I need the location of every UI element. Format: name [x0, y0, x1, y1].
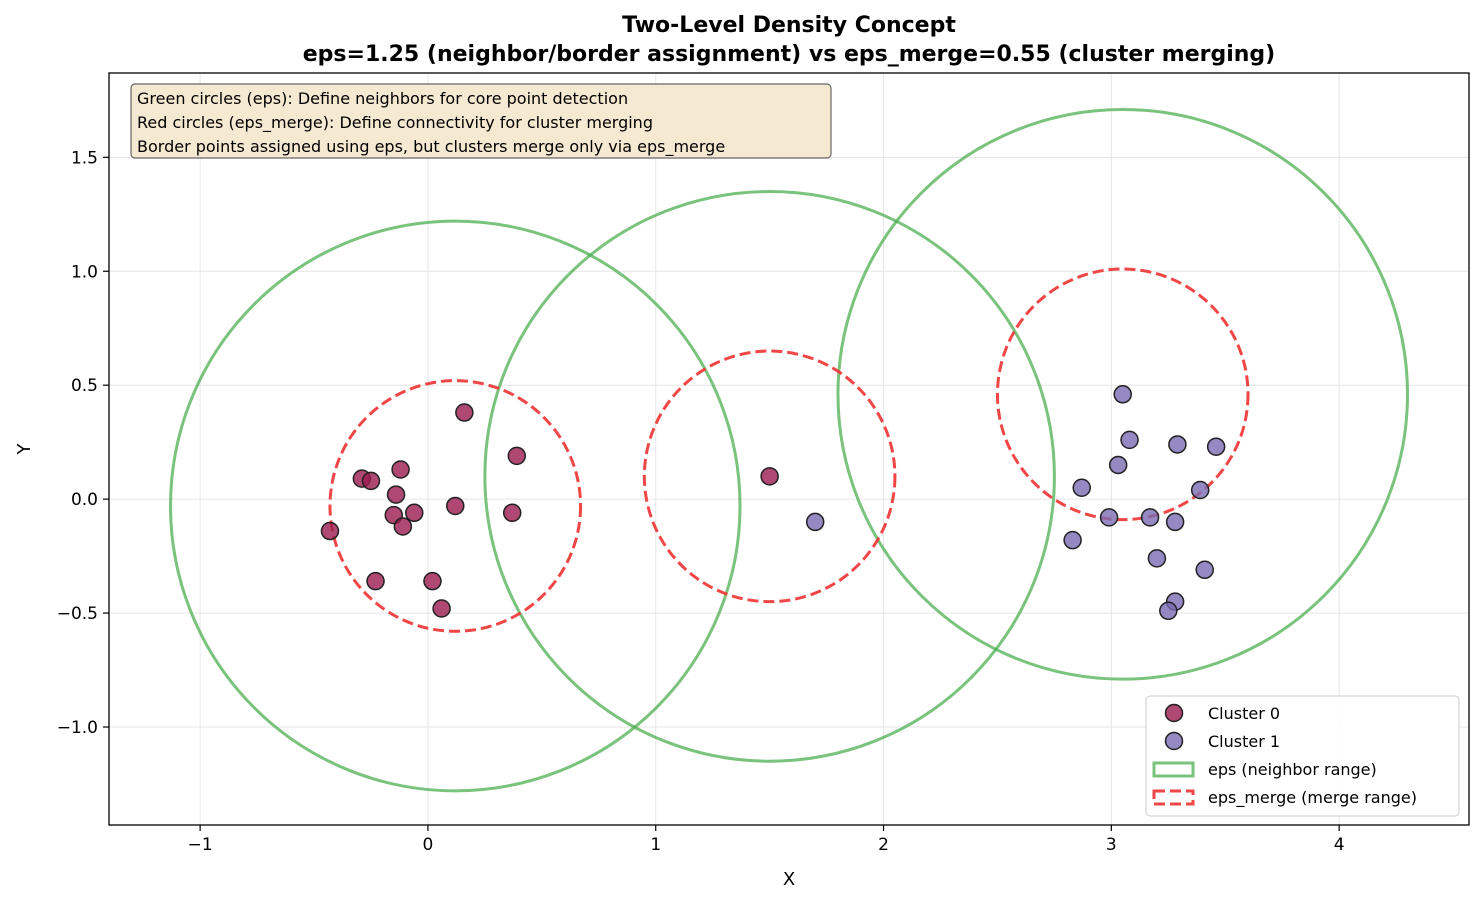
legend-marker: [1164, 703, 1184, 723]
data-points: [320, 385, 1226, 621]
cluster-0-point: [446, 496, 465, 516]
y-tick-label: 1.0: [71, 262, 98, 282]
cluster-1-point: [1063, 530, 1082, 550]
cluster-1-point: [1190, 480, 1210, 500]
eps-circle: [483, 189, 1056, 763]
cluster-0-point: [760, 467, 779, 486]
cluster-0-point: [423, 571, 442, 591]
x-tick-label: 1: [650, 835, 661, 855]
cluster-1-point: [1147, 549, 1167, 568]
chart-subtitle: eps=1.25 (neighbor/border assignment) vs…: [303, 42, 1275, 67]
cluster-1-point: [1206, 437, 1226, 456]
cluster-1-point: [1099, 508, 1119, 527]
y-tick-label: −1.0: [57, 718, 98, 738]
range-circles: [169, 107, 1409, 793]
y-axis-label: Y: [14, 443, 35, 456]
cluster-0-point: [393, 517, 413, 536]
legend-label: Cluster 0: [1208, 704, 1280, 723]
cluster-0-point: [361, 471, 381, 491]
eps-merge-circle: [328, 379, 583, 633]
legend: Cluster 0 Cluster 1 eps (neighbor range) ep…: [1145, 695, 1460, 817]
x-tick-label: 2: [878, 835, 889, 855]
cluster-1-point: [1168, 435, 1187, 454]
legend-marker: [1152, 761, 1195, 778]
axis-ticks: −1 0 1 2 3 4 −1.0 −0.5 0.0 0.5 1.0 1.5: [57, 148, 1345, 855]
x-axis-label: X: [783, 869, 795, 890]
legend-marker: [1164, 731, 1184, 751]
cluster-1-point: [1120, 430, 1139, 450]
cluster-0-point: [507, 446, 527, 466]
annotation-line: Red circles (eps_merge): Define connecti…: [137, 113, 653, 133]
annotation-box: Green circles (eps): Define neighbors fo…: [130, 83, 832, 159]
legend-label: eps (neighbor range): [1208, 760, 1377, 779]
legend-marker: [1152, 789, 1195, 806]
eps-merge-circle: [995, 267, 1250, 522]
cluster-1-point: [1108, 455, 1128, 475]
y-tick-label: 0.0: [71, 490, 98, 510]
annotation-line: Green circles (eps): Define neighbors fo…: [137, 89, 628, 108]
cluster-1-point: [1165, 512, 1185, 532]
cluster-1-point: [1195, 560, 1214, 580]
cluster-1-point: [1159, 601, 1178, 621]
cluster-1-point: [1113, 385, 1132, 404]
cluster-0-point: [386, 485, 406, 504]
x-tick-label: −1: [188, 835, 213, 855]
cluster-0-point: [320, 521, 340, 541]
chart-title: Two-Level Density Concept: [622, 13, 956, 38]
eps-circle: [169, 219, 742, 793]
cluster-1-point: [1072, 478, 1091, 497]
cluster-1-point: [805, 512, 825, 532]
y-tick-label: 1.5: [71, 148, 98, 168]
annotation-line: Border points assigned using eps, but cl…: [137, 137, 725, 157]
plot-frame: [108, 72, 1470, 826]
cluster-1-point: [1140, 508, 1160, 527]
x-tick-label: 3: [1106, 835, 1117, 855]
cluster-0-point: [502, 503, 522, 523]
eps-merge-circle: [642, 349, 897, 604]
x-tick-label: 0: [423, 835, 434, 855]
legend-label: Cluster 1: [1208, 732, 1280, 751]
y-tick-label: 0.5: [71, 376, 98, 396]
cluster-0-point: [391, 460, 410, 479]
y-tick-label: −0.5: [57, 604, 98, 624]
cluster-0-point: [455, 403, 474, 422]
annotation-background: [130, 83, 832, 159]
x-tick-label: 4: [1334, 835, 1345, 855]
legend-label: eps_merge (merge range): [1208, 788, 1417, 808]
legend-frame: [1145, 695, 1460, 817]
cluster-0-point: [405, 503, 424, 523]
eps-circle: [836, 107, 1409, 681]
cluster-0-point: [432, 599, 451, 618]
cluster-0-point: [366, 571, 385, 591]
